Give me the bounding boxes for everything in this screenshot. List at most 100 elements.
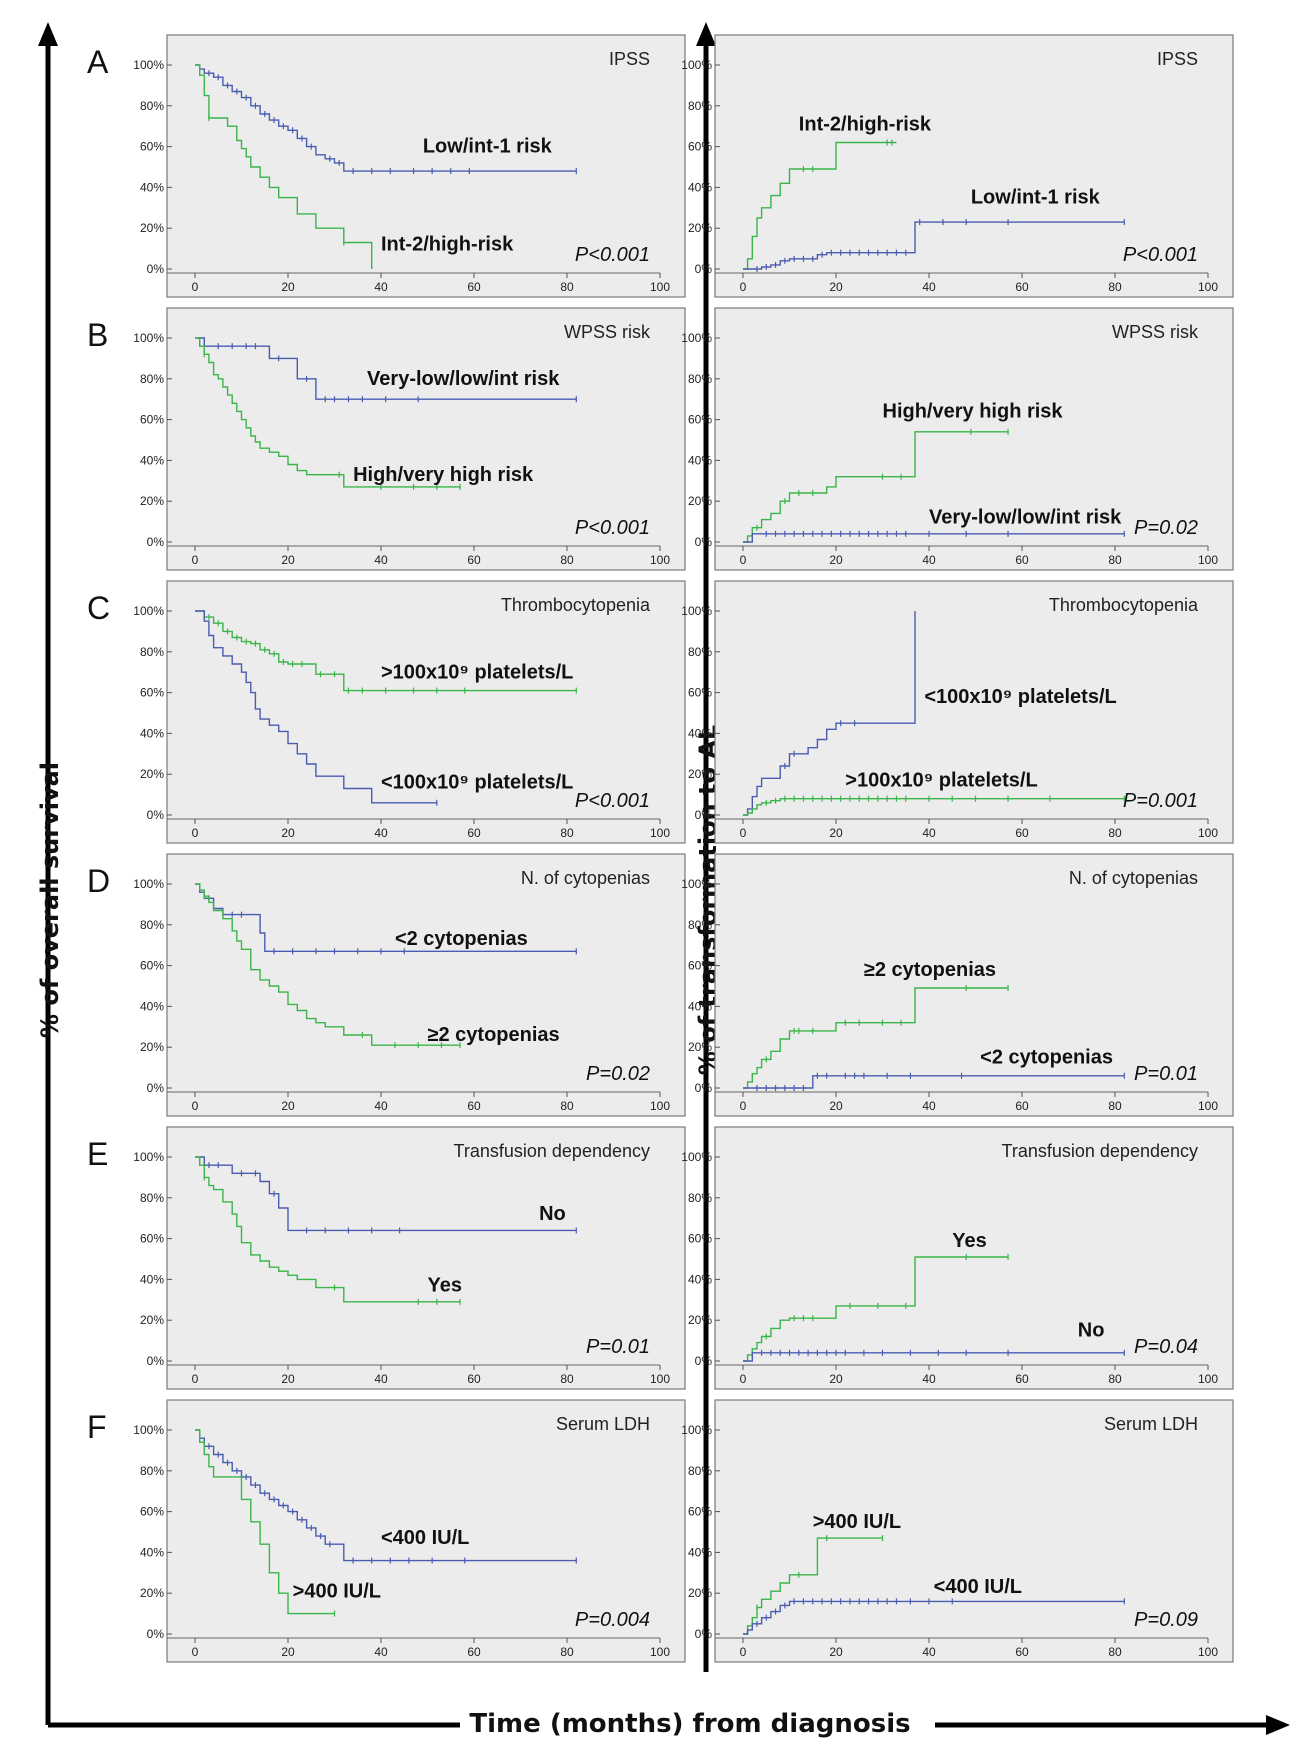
y-tick-label: 60% [140, 959, 164, 973]
x-tick-label: 20 [829, 1372, 843, 1386]
x-tick-label: 40 [922, 1645, 936, 1659]
y-tick-label: 60% [140, 1232, 164, 1246]
x-tick-label: 20 [281, 1099, 295, 1113]
panel-title: Transfusion dependency [1002, 1141, 1198, 1161]
y-tick-label: 0% [147, 535, 165, 549]
y-tick-label: 100% [133, 877, 164, 891]
x-tick-label: 80 [1108, 280, 1122, 294]
y-tick-label: 0% [147, 808, 165, 822]
p-value: P=0.02 [1134, 517, 1198, 539]
panel-title: IPSS [1157, 49, 1198, 69]
x-tick-label: 100 [650, 280, 670, 294]
x-tick-label: 60 [1015, 280, 1029, 294]
x-tick-label: 80 [1108, 1099, 1122, 1113]
series-label: No [539, 1203, 566, 1225]
panel-background [166, 853, 686, 1117]
y-tick-label: 80% [140, 645, 164, 659]
p-value: P=0.02 [586, 1063, 650, 1085]
y-tick-label: 40% [688, 180, 712, 194]
series-label: High/very high risk [883, 401, 1064, 423]
panel-title: Serum LDH [556, 1414, 650, 1434]
x-tick-label: 40 [374, 826, 388, 840]
x-tick-label: 60 [1015, 1645, 1029, 1659]
panel-letter: E [87, 1136, 108, 1172]
km-panel-3: 0% 20% 40% 60% 80% 100% 0 20 40 60 80 100 B WPSS risk… [87, 307, 686, 571]
y-tick-label: 60% [140, 686, 164, 700]
km-curve-2 [195, 610, 437, 804]
x-tick-label: 0 [192, 280, 199, 294]
panel-letter: C [87, 590, 110, 626]
x-tick-label: 20 [829, 553, 843, 567]
y-tick-label: 60% [688, 413, 712, 427]
series-label: ≥2 cytopenias [864, 959, 996, 981]
panels-container: 0% 20% 40% 60% 80% 100% 0 20 40 60 80 100 A IPSS P<0.0… [87, 34, 1234, 1663]
series-label: >400 IU/L [293, 1580, 381, 1602]
panel-title: N. of cytopenias [1069, 868, 1198, 888]
y-tick-label: 0% [695, 1354, 713, 1368]
y-tick-label: 0% [695, 262, 713, 276]
series-label: >100x10⁹ platelets/L [845, 769, 1037, 791]
middle-axis-arrowhead [696, 22, 716, 46]
x-tick-label: 80 [560, 826, 574, 840]
p-value: P=0.04 [1134, 1336, 1198, 1358]
panel-background [166, 1126, 686, 1390]
series-label: <2 cytopenias [395, 928, 528, 950]
km-curve-2 [195, 64, 373, 269]
x-tick-label: 40 [374, 553, 388, 567]
panel-background [166, 34, 686, 298]
x-tick-label: 0 [192, 1372, 199, 1386]
km-curve-1 [195, 1156, 577, 1232]
y-tick-label: 60% [688, 959, 712, 973]
y-axis-label-left: % of overall survival [36, 762, 64, 1038]
x-tick-label: 60 [467, 280, 481, 294]
series-label: Int-2/high-risk [381, 234, 514, 256]
km-curve-1 [743, 1256, 1008, 1362]
y-tick-label: 40% [140, 999, 164, 1013]
y-tick-label: 80% [688, 372, 712, 386]
series-label: >100x10⁹ platelets/L [381, 661, 573, 683]
y-tick-label: 80% [688, 1191, 712, 1205]
x-tick-label: 100 [1198, 826, 1218, 840]
x-tick-label: 0 [192, 1645, 199, 1659]
series-label: >400 IU/L [813, 1511, 901, 1533]
y-tick-label: 100% [681, 58, 712, 72]
panel-background [714, 1126, 1234, 1390]
y-tick-label: 40% [140, 180, 164, 194]
panel-background [166, 1399, 686, 1663]
y-tick-label: 60% [140, 1505, 164, 1519]
km-panel-8: 0% 20% 40% 60% 80% 100% 0 20 40 60 80 100 N. of cyto… [681, 853, 1234, 1117]
y-tick-label: 20% [140, 494, 164, 508]
km-curve-2 [195, 1156, 460, 1303]
km-curve-2 [743, 221, 1125, 270]
y-tick-label: 100% [133, 604, 164, 618]
x-axis-label: Time (months) from diagnosis [469, 1709, 910, 1739]
y-tick-label: 100% [681, 604, 712, 618]
y-tick-label: 100% [681, 331, 712, 345]
x-tick-label: 100 [1198, 1645, 1218, 1659]
x-tick-label: 80 [560, 1645, 574, 1659]
y-tick-label: 100% [681, 1423, 712, 1437]
km-curve-2 [195, 883, 460, 1046]
km-curve-1 [195, 64, 577, 172]
x-tick-label: 40 [922, 826, 936, 840]
x-tick-label: 40 [374, 1645, 388, 1659]
x-tick-label: 20 [281, 1372, 295, 1386]
km-panel-11: 0% 20% 40% 60% 80% 100% 0 20 40 60 80 100 F Serum LDH… [87, 1399, 686, 1663]
panel-title: Transfusion dependency [454, 1141, 650, 1161]
series-label: Yes [952, 1230, 986, 1252]
x-tick-label: 40 [922, 1372, 936, 1386]
p-value: P=0.01 [1134, 1063, 1198, 1085]
series-label: <400 IU/L [934, 1576, 1022, 1598]
series-label: Yes [428, 1275, 462, 1297]
x-tick-label: 100 [1198, 1099, 1218, 1113]
x-tick-label: 80 [560, 280, 574, 294]
x-tick-label: 40 [922, 1099, 936, 1113]
p-value: P=0.09 [1134, 1609, 1198, 1631]
x-tick-label: 100 [650, 1645, 670, 1659]
x-tick-label: 60 [1015, 1099, 1029, 1113]
y-tick-label: 40% [688, 1545, 712, 1559]
series-label: High/very high risk [353, 464, 534, 486]
y-tick-label: 20% [140, 1040, 164, 1054]
y-tick-label: 100% [133, 1150, 164, 1164]
km-curve-1 [743, 611, 916, 816]
